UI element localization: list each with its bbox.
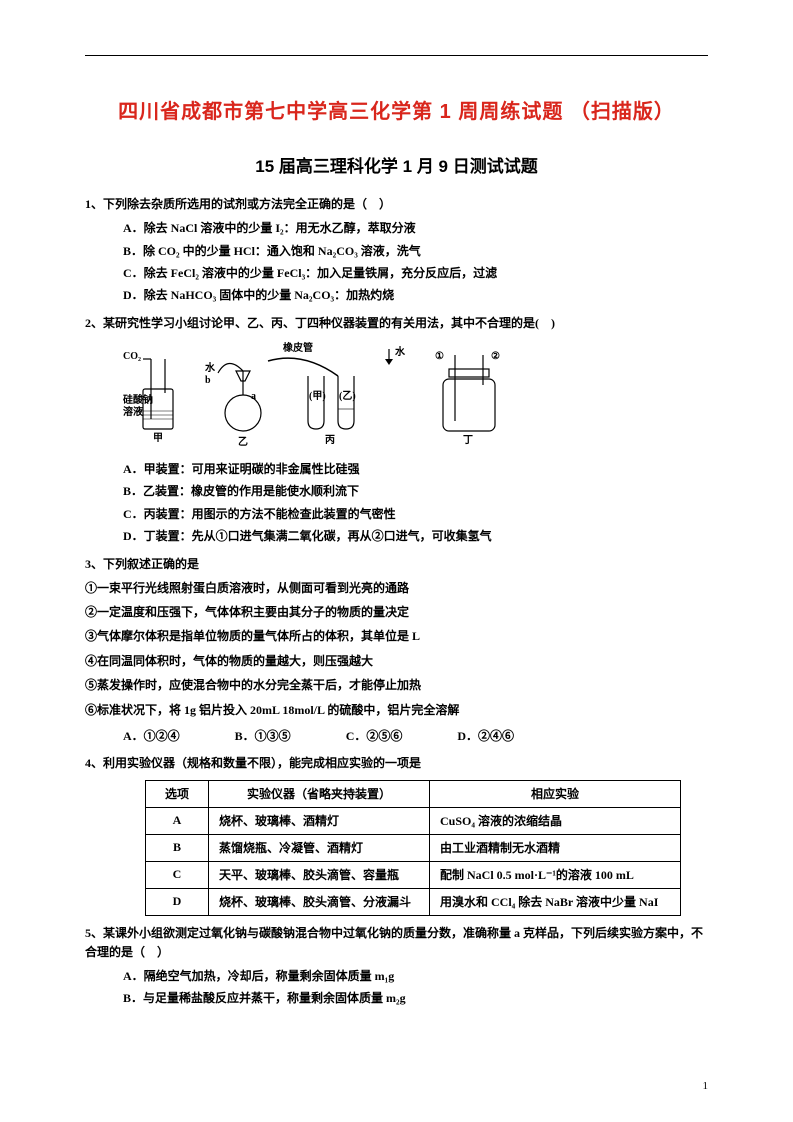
table-header-row: 选项 实验仪器（省略夹持装置） 相应实验 [146,780,681,807]
top-rule [85,55,708,56]
table-row: B 蒸馏烧瓶、冷凝管、酒精灯 由工业酒精制无水酒精 [146,834,681,861]
page-number: 1 [703,1080,709,1092]
label-co2: CO₂ [123,351,141,362]
exam-page: 四川省成都市第七中学高三化学第 1 周周练试题 （扫描版） 15 届高三理科化学… [0,0,793,1122]
q4-cell: 蒸馏烧瓶、冷凝管、酒精灯 [209,834,430,861]
q3-stem: 3、下列叙述正确的是 [85,555,708,574]
label-yi2: (乙) [339,390,356,402]
q3-statement: ②一定温度和压强下，气体体积主要由其分子的物质的量决定 [85,602,708,622]
q3-choice: C．②⑤⑥ [346,726,403,746]
q4-cell: 烧杯、玻璃棒、酒精灯 [209,807,430,834]
q3-choice: A．①②④ [123,726,180,746]
table-row: D 烧杯、玻璃棒、胶头滴管、分液漏斗 用溴水和 CCl₄ 除去 NaBr 溶液中… [146,888,681,915]
label-jia: 甲 [153,432,163,444]
q2-option: D．丁装置：先从①口进气集满二氧化碳，再从②口进气，可收集氢气 [123,526,708,546]
q2-option: B．乙装置：橡皮管的作用是能使水顺利流下 [123,481,708,501]
q1-stem: 1、下列除去杂质所选用的试剂或方法完全正确的是（ ） [85,195,708,214]
main-title: 四川省成都市第七中学高三化学第 1 周周练试题 （扫描版） [85,95,708,124]
q5-option: B．与足量稀盐酸反应并蒸干，称量剩余固体质量 m₂g [123,988,708,1008]
label-water-b-2: b [205,375,211,386]
q3-choice: B．①③⑤ [235,726,291,746]
table-row: C 天平、玻璃棒、胶头滴管、容量瓶 配制 NaCl 0.5 mol·L⁻¹的溶液… [146,861,681,888]
q4-cell: 用溴水和 CCl₄ 除去 NaBr 溶液中少量 NaI [430,888,681,915]
q2-stem: 2、某研究性学习小组讨论甲、乙、丙、丁四种仪器装置的有关用法，其中不合理的是( … [85,314,708,333]
q2-option: C．丙装置：用图示的方法不能检查此装置的气密性 [123,504,708,524]
label-silicate-1: 硅酸钠 [123,393,153,406]
q1-option: A．除去 NaCl 溶液中的少量 I₂：用无水乙醇，萃取分液 [123,218,708,238]
q4-cell: 由工业酒精制无水酒精 [430,834,681,861]
label-jia2: (甲) [309,390,326,402]
q3-choices: A．①②④ B．①③⑤ C．②⑤⑥ D．②④⑥ [123,726,708,746]
q2-option: A．甲装置：可用来证明碳的非金属性比硅强 [123,459,708,479]
label-rubber: 橡皮管 [283,341,313,354]
q1-option: C．除去 FeCl₂ 溶液中的少量 FeCl₃：加入足量铁屑，充分反应后，过滤 [123,263,708,283]
q1-option: B．除 CO₂ 中的少量 HCl：通入饱和 Na₂CO₃ 溶液，洗气 [123,241,708,261]
q4-header: 实验仪器（省略夹持装置） [209,780,430,807]
q3-statement: ①一束平行光线照射蛋白质溶液时，从侧面可看到光亮的通路 [85,578,708,598]
label-silicate-2: 溶液 [123,405,143,418]
label-bing: 丙 [325,434,335,446]
q3-statement: ③气体摩尔体积是指单位物质的量气体所占的体积，其单位是 L [85,626,708,646]
q4-header: 选项 [146,780,209,807]
q4-cell: 天平、玻璃棒、胶头滴管、容量瓶 [209,861,430,888]
q4-table: 选项 实验仪器（省略夹持装置） 相应实验 A 烧杯、玻璃棒、酒精灯 CuSO₄ … [145,780,681,916]
q4-stem: 4、利用实验仪器（规格和数量不限），能完成相应实验的一项是 [85,754,708,773]
q5-option: A．隔绝空气加热，冷却后，称量剩余固体质量 m₁g [123,966,708,986]
table-row: A 烧杯、玻璃棒、酒精灯 CuSO₄ 溶液的浓缩结晶 [146,807,681,834]
label-ding: 丁 [463,434,473,446]
q3-statement: ④在同温同体积时，气体的物质的量越大，则压强越大 [85,651,708,671]
q4-cell: A [146,807,209,834]
label-water-b-1: 水 [204,361,216,374]
q3-choice: D．②④⑥ [457,726,514,746]
q3-statement: ⑥标准状况下，将 1g 铝片投入 20mL 18mol/L 的硫酸中，铝片完全溶… [85,700,708,720]
q4-cell: D [146,888,209,915]
q4-cell: B [146,834,209,861]
label-water: 水 [394,345,406,358]
label-yi: 乙 [238,436,248,448]
q1-option: D．除去 NaHCO₃ 固体中的少量 Na₂CO₃：加热灼烧 [123,285,708,305]
label-one: ① [435,351,444,362]
q4-header: 相应实验 [430,780,681,807]
q4-cell: 配制 NaCl 0.5 mol·L⁻¹的溶液 100 mL [430,861,681,888]
q4-cell: CuSO₄ 溶液的浓缩结晶 [430,807,681,834]
q4-cell: C [146,861,209,888]
q4-cell: 烧杯、玻璃棒、胶头滴管、分液漏斗 [209,888,430,915]
sub-title: 15 届高三理科化学 1 月 9 日测试试题 [85,152,708,177]
q5-stem: 5、某课外小组欲测定过氧化钠与碳酸钠混合物中过氧化钠的质量分数，准确称量 a 克… [85,924,708,962]
label-two: ② [491,351,500,362]
q2-apparatus-diagram: CO₂ 硅酸钠 溶液 甲 水 b a 乙 橡皮管 (甲) [123,341,553,451]
q3-statement: ⑤蒸发操作时，应使混合物中的水分完全蒸干后，才能停止加热 [85,675,708,695]
label-a: a [251,391,256,402]
